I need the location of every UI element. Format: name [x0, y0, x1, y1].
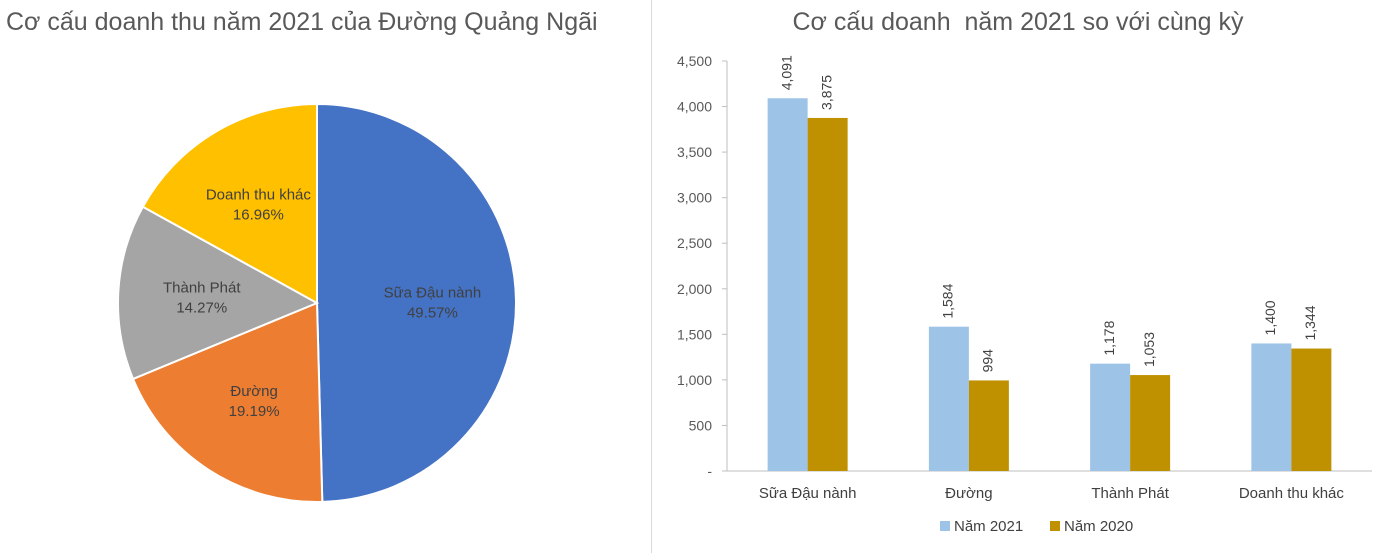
- y-tick-label: 4,500: [677, 53, 712, 69]
- pie-slice-3: [141, 102, 318, 305]
- pie-slice-1: [131, 301, 324, 503]
- bar-data-label: 3,875: [818, 75, 834, 110]
- bar-nam-2020: [807, 117, 848, 471]
- y-tick-label: 3,500: [677, 144, 712, 160]
- pie-slice-percent: 19.19%: [229, 403, 280, 420]
- bar-data-label: 4,091: [778, 55, 794, 90]
- pie-slice-label: Thành Phát: [163, 279, 241, 296]
- y-tick-label: 2,000: [677, 281, 712, 297]
- bar-data-label: 1,400: [1262, 300, 1278, 335]
- y-tick-label: 1,000: [677, 372, 712, 388]
- pie-slice-label: Doanh thu khác: [206, 187, 312, 204]
- bar-data-label: 1,053: [1141, 332, 1157, 367]
- category-label: Sữa Đậu nành: [759, 485, 857, 502]
- y-tick-label: 4,000: [677, 99, 712, 115]
- bar-chart-panel: Cơ cấu doanh năm 2021 so với cùng kỳ - 50…: [652, 0, 1384, 553]
- y-tick-label: 1,500: [677, 326, 712, 342]
- bar-nam-2020: [1291, 348, 1332, 471]
- category-label: Thành Phát: [1091, 485, 1169, 502]
- bar-data-label: 994: [980, 349, 996, 373]
- pie-chart-panel: Cơ cấu doanh thu năm 2021 của Đường Quản…: [0, 0, 652, 553]
- pie-slice-percent: 14.27%: [176, 299, 227, 316]
- panel-divider: [651, 0, 652, 553]
- category-label: Doanh thu khác: [1239, 485, 1345, 502]
- bar-nam-2021: [928, 326, 969, 471]
- pie-slice-percent: 49.57%: [407, 304, 458, 321]
- bar-nam-2020: [968, 380, 1009, 471]
- legend-label: Năm 2020: [1064, 518, 1133, 535]
- bar-chart: - 500 1,000 1,500 2,000 2,500 3,000 3,500 4,000 4…: [677, 53, 1372, 535]
- legend-swatch: [1050, 521, 1060, 531]
- pie-slice-2: [117, 205, 320, 381]
- legend-label: Năm 2021: [954, 518, 1023, 535]
- y-tick-label: -: [707, 463, 712, 479]
- y-tick-label: 3,000: [677, 190, 712, 206]
- y-tick-label: 2,500: [677, 235, 712, 251]
- y-tick-label: 500: [689, 417, 713, 433]
- bar-data-label: 1,584: [940, 283, 956, 318]
- pie-chart-title: Cơ cấu doanh thu năm 2021 của Đường Quản…: [6, 8, 598, 36]
- bar-data-label: 1,344: [1302, 305, 1318, 340]
- bar-data-label: 1,178: [1101, 320, 1117, 355]
- pie-slice-label: Sữa Đậu nành: [384, 284, 482, 301]
- bar-nam-2021: [767, 98, 808, 472]
- bar-chart-title: Cơ cấu doanh năm 2021 so với cùng kỳ: [792, 8, 1244, 36]
- bar-nam-2021: [1251, 343, 1292, 471]
- pie-slice-0: [316, 102, 517, 503]
- legend-swatch: [940, 521, 950, 531]
- pie-chart: Sữa Đậu nành 49.57% Đường 19.19% Thành Phát 1…: [117, 102, 517, 503]
- bar-nam-2021: [1090, 363, 1131, 471]
- pie-slice-label: Đường: [230, 383, 277, 400]
- pie-slice-percent: 16.96%: [233, 207, 284, 224]
- bar-nam-2020: [1130, 375, 1171, 471]
- category-label: Đường: [945, 485, 992, 502]
